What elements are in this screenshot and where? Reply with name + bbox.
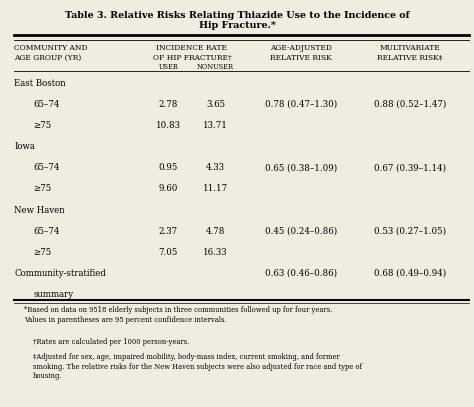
- Text: 0.67 (0.39–1.14): 0.67 (0.39–1.14): [374, 163, 446, 172]
- Text: 0.88 (0.52–1.47): 0.88 (0.52–1.47): [374, 100, 446, 109]
- Text: *Based on data on 9518 elderly subjects in three communities followed up for fou: *Based on data on 9518 elderly subjects …: [24, 306, 332, 324]
- Text: 65–74: 65–74: [33, 100, 60, 109]
- Text: summary: summary: [33, 290, 73, 299]
- Text: 65–74: 65–74: [33, 163, 60, 172]
- Text: ≥75: ≥75: [33, 184, 52, 193]
- Text: 0.65 (0.38–1.09): 0.65 (0.38–1.09): [265, 163, 337, 172]
- Text: 0.95: 0.95: [159, 163, 178, 172]
- Text: Hip Fracture.*: Hip Fracture.*: [199, 21, 275, 30]
- Text: 0.68 (0.49–0.94): 0.68 (0.49–0.94): [374, 269, 446, 278]
- Text: 2.37: 2.37: [159, 227, 178, 236]
- Text: USER: USER: [158, 63, 178, 71]
- Text: ≥75: ≥75: [33, 121, 52, 130]
- Text: New Haven: New Haven: [14, 206, 65, 214]
- Text: Community-stratified: Community-stratified: [14, 269, 106, 278]
- Text: ‡Adjusted for sex, age, impaired mobility, body-mass index, current smoking, and: ‡Adjusted for sex, age, impaired mobilit…: [33, 353, 362, 381]
- Text: ≥75: ≥75: [33, 248, 52, 257]
- Text: 7.05: 7.05: [159, 248, 178, 257]
- Text: 9.60: 9.60: [159, 184, 178, 193]
- Text: Iowa: Iowa: [14, 142, 35, 151]
- Text: East Boston: East Boston: [14, 79, 66, 88]
- Text: 0.53 (0.27–1.05): 0.53 (0.27–1.05): [374, 227, 446, 236]
- Text: 3.65: 3.65: [206, 100, 225, 109]
- Text: 0.45 (0.24–0.86): 0.45 (0.24–0.86): [265, 227, 337, 236]
- Text: Table 3. Relative Risks Relating Thiazide Use to the Incidence of: Table 3. Relative Risks Relating Thiazid…: [64, 11, 410, 20]
- Text: 10.83: 10.83: [156, 121, 181, 130]
- Text: 11.17: 11.17: [203, 184, 228, 193]
- Text: 65–74: 65–74: [33, 227, 60, 236]
- Text: INCIDENCE RATE
OF HIP FRACTURE†: INCIDENCE RATE OF HIP FRACTURE†: [153, 44, 231, 62]
- Text: NONUSER: NONUSER: [197, 63, 234, 71]
- Text: 2.78: 2.78: [159, 100, 178, 109]
- Text: COMMUNITY AND
AGE GROUP (YR): COMMUNITY AND AGE GROUP (YR): [14, 44, 88, 62]
- Text: 0.78 (0.47–1.30): 0.78 (0.47–1.30): [265, 100, 337, 109]
- Text: MULTIVARIATE
RELATIVE RISK‡: MULTIVARIATE RELATIVE RISK‡: [377, 44, 443, 62]
- Text: †Rates are calculated per 1000 person-years.: †Rates are calculated per 1000 person-ye…: [33, 338, 190, 346]
- Text: 16.33: 16.33: [203, 248, 228, 257]
- Text: 0.63 (0.46–0.86): 0.63 (0.46–0.86): [265, 269, 337, 278]
- Text: 4.33: 4.33: [206, 163, 225, 172]
- Text: 13.71: 13.71: [203, 121, 228, 130]
- Text: 4.78: 4.78: [206, 227, 225, 236]
- Text: AGE-ADJUSTED
RELATIVE RISK: AGE-ADJUSTED RELATIVE RISK: [270, 44, 332, 62]
